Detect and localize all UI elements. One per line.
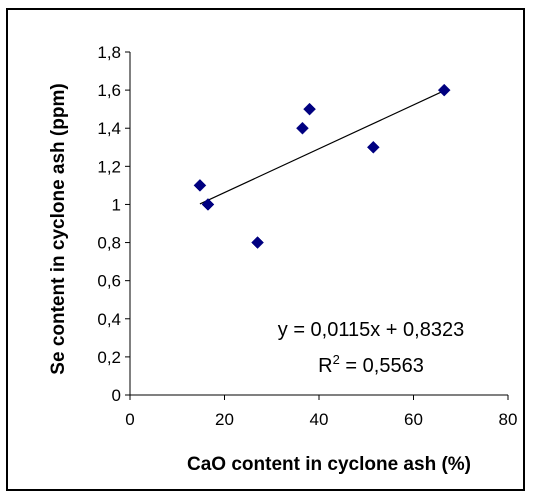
x-ticks: 0 20 40 60 80 <box>125 395 517 429</box>
x-axis-title: CaO content in cyclone ash (%) <box>187 454 471 475</box>
trendline-r-squared: R2 = 0,5563 <box>318 352 424 377</box>
y-tick-label: 0,2 <box>97 348 121 367</box>
r2-superscript: 2 <box>333 352 340 367</box>
axes <box>129 52 508 396</box>
y-tick-label: 0 <box>112 386 121 405</box>
data-point <box>303 102 316 116</box>
trendline <box>199 90 445 205</box>
x-tick-label: 0 <box>125 410 134 429</box>
data-point <box>366 140 380 154</box>
y-tick-label: 1,8 <box>97 43 121 62</box>
y-tick-label: 1 <box>112 195 121 214</box>
y-tick-label: 1,4 <box>97 119 121 138</box>
chart-frame <box>6 8 525 491</box>
data-point <box>296 121 309 135</box>
data-point <box>251 236 264 249</box>
data-points <box>193 83 451 249</box>
x-tick-label: 80 <box>499 410 518 429</box>
data-point <box>437 83 451 97</box>
y-tick-label: 0,8 <box>97 234 121 253</box>
data-point <box>201 198 215 211</box>
y-tick-label: 1,2 <box>97 157 121 176</box>
y-ticks: 0 0,2 0,4 0,6 0,8 1 1,2 1,4 1,6 1,8 <box>97 43 130 405</box>
r2-value: = 0,5563 <box>340 355 424 377</box>
data-point <box>193 179 207 192</box>
y-axis-title: Se content in cyclone ash (ppm) <box>48 83 69 374</box>
y-tick-label: 0,4 <box>97 310 121 329</box>
y-tick-label: 1,6 <box>97 81 121 100</box>
x-tick-label: 60 <box>404 410 423 429</box>
r2-prefix: R <box>318 355 332 377</box>
y-tick-label: 0,6 <box>97 272 121 291</box>
trendline-equation: y = 0,0115x + 0,8323 <box>278 319 464 341</box>
x-tick-label: 40 <box>310 410 329 429</box>
x-tick-label: 20 <box>215 410 234 429</box>
